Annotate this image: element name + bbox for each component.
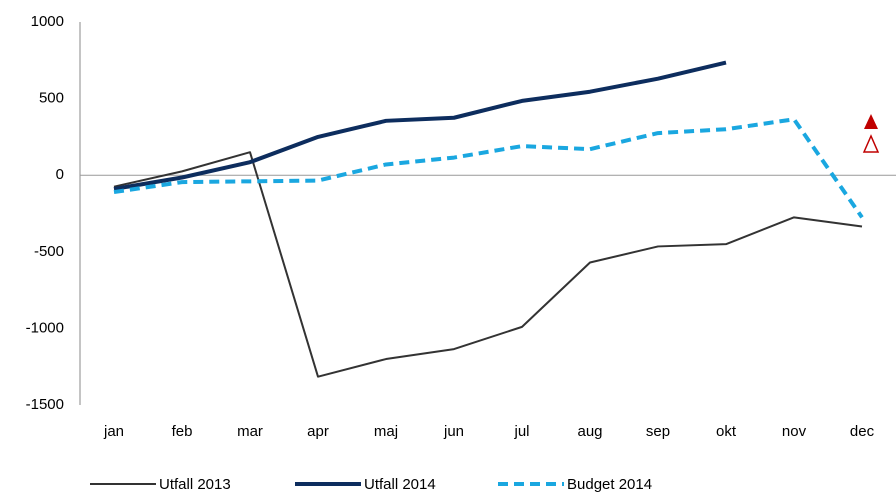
legend-label: Utfall 2014 [364, 476, 436, 493]
series-line [113, 117, 864, 219]
y-tick-label: 0 [56, 166, 64, 183]
marker [864, 114, 878, 129]
x-tick-label: mar [237, 423, 263, 440]
x-tick-label: jul [513, 423, 529, 440]
legend-label: Utfall 2013 [159, 476, 231, 493]
x-tick-label: nov [782, 423, 807, 440]
y-tick-label: 1000 [31, 13, 64, 30]
y-tick-label: -500 [34, 243, 64, 260]
x-tick-label: maj [374, 423, 398, 440]
x-tick-label: aug [577, 423, 602, 440]
x-tick-label: apr [307, 423, 329, 440]
x-tick-label: okt [716, 423, 737, 440]
y-tick-label: 500 [39, 90, 64, 107]
y-tick-label: -1500 [26, 396, 64, 413]
x-tick-label: jun [443, 423, 464, 440]
x-tick-label: dec [850, 423, 875, 440]
x-tick-label: sep [646, 423, 670, 440]
y-tick-label: -1000 [26, 319, 64, 336]
series-line [113, 151, 863, 378]
marker [862, 134, 880, 153]
legend-label: Budget 2014 [567, 476, 652, 493]
x-tick-label: feb [172, 423, 193, 440]
x-tick-label: jan [103, 423, 124, 440]
series-line [113, 60, 727, 191]
